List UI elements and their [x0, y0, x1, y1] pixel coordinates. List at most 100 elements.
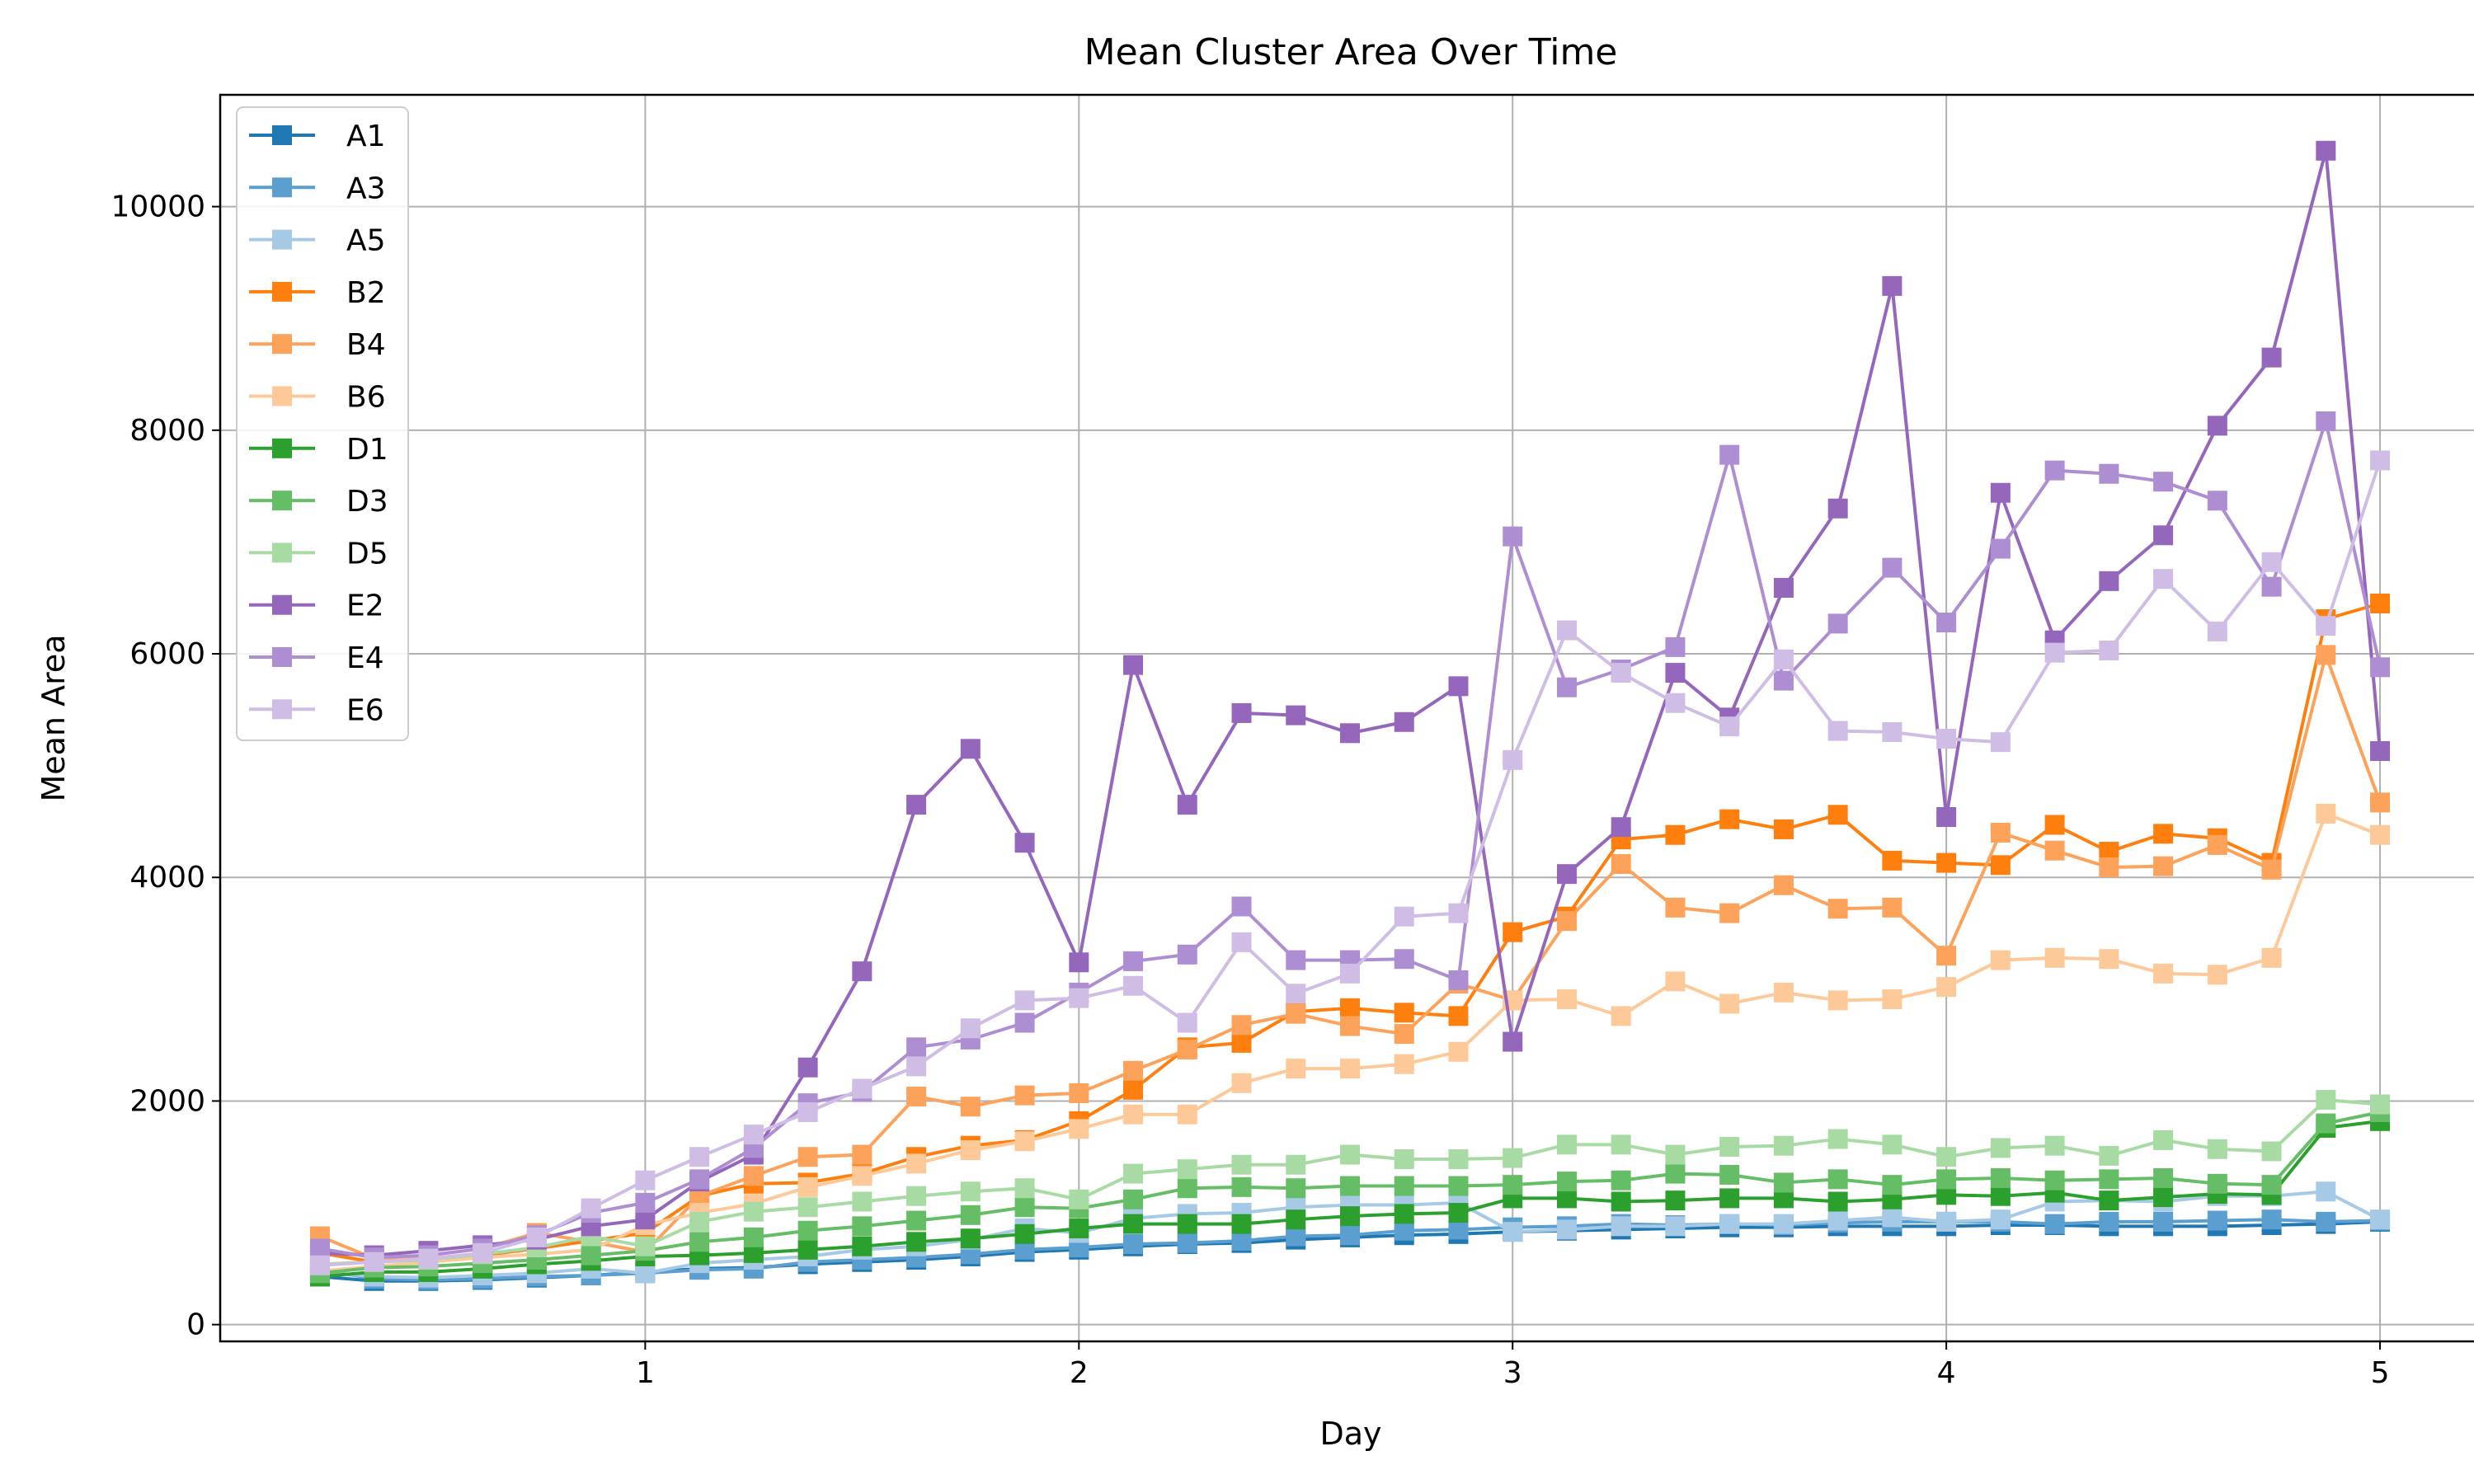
- data-point-E6: [2316, 616, 2336, 636]
- x-tick-label: 3: [1503, 1356, 1522, 1390]
- data-point-E4: [2370, 657, 2391, 678]
- x-tick-label: 1: [636, 1356, 655, 1390]
- data-point-D3: [2261, 1175, 2282, 1195]
- data-point-D3: [1394, 1176, 1414, 1196]
- data-point-B4: [1611, 853, 1631, 874]
- data-point-B2: [1394, 1003, 1414, 1023]
- data-point-B2: [1123, 1079, 1144, 1100]
- data-point-D3: [1827, 1169, 1848, 1190]
- data-point-B2: [1827, 805, 1848, 825]
- data-point-B2: [1448, 1006, 1469, 1026]
- data-point-E2: [852, 961, 872, 982]
- data-point-E6: [1719, 716, 1740, 737]
- legend-item-E6: E6: [249, 693, 384, 727]
- data-point-D5: [1611, 1134, 1631, 1155]
- data-point-D1: [1719, 1188, 1740, 1209]
- data-point-E6: [418, 1248, 439, 1269]
- data-point-E2: [2099, 571, 2119, 591]
- data-point-E2: [1936, 807, 1957, 828]
- data-point-E4: [1231, 896, 1252, 917]
- y-tick-label: 6000: [129, 637, 205, 671]
- legend-swatch-marker: [272, 647, 292, 667]
- data-point-D1: [1611, 1191, 1631, 1212]
- data-point-B2: [2153, 824, 2174, 844]
- legend-item-B2: B2: [249, 276, 386, 310]
- data-point-D5: [1394, 1148, 1414, 1169]
- data-point-D5: [1665, 1144, 1686, 1165]
- data-point-B4: [1286, 1003, 1306, 1024]
- data-point-E4: [1665, 636, 1686, 657]
- data-point-B4: [743, 1166, 764, 1186]
- data-point-D1: [1394, 1204, 1414, 1224]
- data-point-D5: [2044, 1135, 2065, 1156]
- legend-item-A1: A1: [249, 120, 386, 153]
- data-point-A5: [1556, 1219, 1577, 1240]
- data-point-B4: [2316, 645, 2336, 665]
- data-point-E2: [1556, 864, 1577, 885]
- data-point-D5: [2099, 1145, 2119, 1166]
- data-point-D5: [1340, 1144, 1360, 1165]
- data-point-E6: [1069, 988, 1089, 1008]
- data-point-E2: [1123, 655, 1144, 675]
- data-point-E4: [1286, 950, 1306, 970]
- data-point-D3: [1177, 1178, 1197, 1199]
- y-tick-label: 0: [186, 1308, 205, 1342]
- series-D3: [309, 1102, 2391, 1284]
- legend-item-D3: D3: [249, 485, 388, 519]
- data-point-E4: [1990, 538, 2011, 559]
- data-point-B6: [1014, 1131, 1035, 1152]
- legend-swatch-marker: [272, 334, 292, 355]
- legend-item-E2: E2: [249, 589, 384, 623]
- data-point-B6: [1665, 971, 1686, 992]
- data-point-D3: [1990, 1168, 2011, 1189]
- data-point-B6: [1556, 989, 1577, 1010]
- data-point-E6: [1014, 990, 1035, 1011]
- data-point-D1: [1014, 1223, 1035, 1244]
- data-point-E2: [797, 1057, 818, 1078]
- legend-label: D1: [346, 433, 388, 467]
- x-axis-label: Day: [1319, 1416, 1381, 1452]
- data-point-B2: [1990, 855, 2011, 876]
- data-point-E4: [1123, 951, 1144, 971]
- data-point-A5: [1503, 1222, 1523, 1242]
- data-point-E2: [1069, 952, 1089, 973]
- data-point-D5: [1069, 1189, 1089, 1209]
- data-point-B6: [1882, 989, 1903, 1010]
- data-point-B6: [1990, 950, 2011, 970]
- legend-label: B2: [346, 276, 386, 310]
- data-point-D3: [2153, 1168, 2174, 1189]
- data-point-B4: [1340, 1016, 1360, 1036]
- data-point-E6: [1177, 1012, 1197, 1033]
- data-point-D5: [1503, 1148, 1523, 1168]
- data-point-B4: [797, 1147, 818, 1167]
- data-point-E2: [1665, 663, 1686, 683]
- data-point-D1: [1665, 1190, 1686, 1211]
- data-point-E2: [1231, 702, 1252, 723]
- data-point-E2: [1882, 275, 1903, 296]
- legend-item-D1: D1: [249, 433, 388, 467]
- data-point-B2: [2370, 594, 2391, 614]
- data-point-E4: [2207, 491, 2227, 511]
- legend: A1 A3 A5 B2 B4 B6 D1 D3 D5 E2 E4 E6: [236, 106, 409, 741]
- data-point-E4: [1014, 1012, 1035, 1033]
- data-point-D1: [1069, 1219, 1089, 1239]
- legend-swatch-marker: [272, 229, 292, 250]
- legend-label: B4: [346, 328, 386, 362]
- data-point-E6: [1773, 649, 1794, 669]
- data-point-D1: [2153, 1187, 2174, 1208]
- data-point-B6: [852, 1166, 872, 1186]
- data-point-E6: [2044, 642, 2065, 663]
- data-point-B6: [1231, 1073, 1252, 1093]
- x-tick-label: 2: [1070, 1356, 1089, 1390]
- data-point-B6: [2044, 947, 2065, 968]
- data-point-E2: [1014, 833, 1035, 853]
- data-point-E2: [2370, 741, 2391, 762]
- data-point-E2: [1177, 795, 1197, 815]
- data-point-E4: [1882, 557, 1903, 578]
- data-point-D3: [2207, 1173, 2227, 1194]
- data-point-E2: [635, 1209, 656, 1230]
- data-point-E6: [2207, 621, 2227, 641]
- data-point-A5: [635, 1263, 656, 1284]
- data-point-D3: [906, 1210, 927, 1231]
- data-point-A5: [1665, 1216, 1686, 1237]
